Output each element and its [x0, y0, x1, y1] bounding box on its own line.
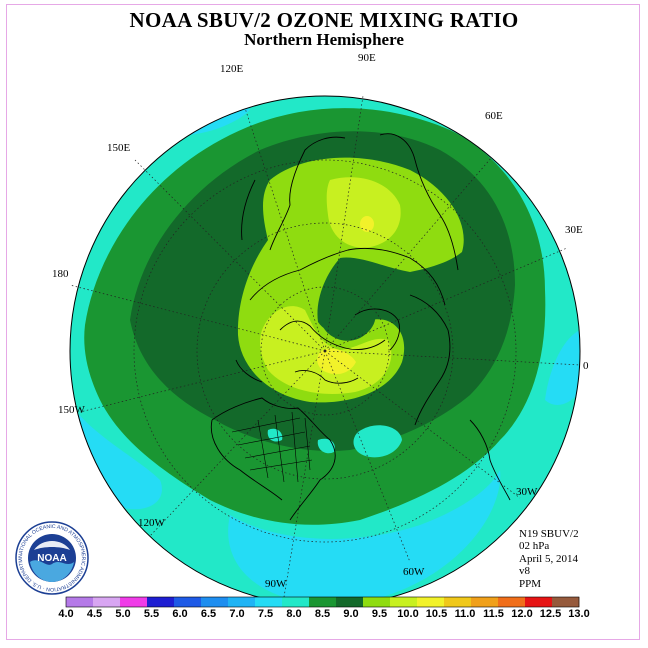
lon-label-30e: 30E	[565, 224, 583, 236]
colorbar-swatch	[498, 597, 526, 607]
colorbar	[65, 596, 580, 608]
colorbar-swatch	[363, 597, 391, 607]
colorbar-tick-label: 6.5	[200, 608, 217, 620]
colorbar-tick-label: 9.0	[343, 608, 359, 620]
chart-title: NOAA SBUV/2 OZONE MIXING RATIO	[129, 8, 519, 32]
colorbar-tick-label: 6.0	[172, 608, 188, 620]
colorbar-tick-label: 11.5	[483, 608, 504, 620]
colorbar-swatch	[390, 597, 418, 607]
lon-label-0: 0	[583, 360, 589, 372]
colorbar-swatch	[282, 597, 310, 607]
info-units: PPM	[519, 577, 542, 590]
graticule	[69, 95, 581, 604]
colorbar-tick-label: 10.0	[397, 608, 419, 620]
field-dark-green-hollow	[322, 288, 376, 341]
colorbar-tick-label: 12.5	[539, 608, 562, 620]
colorbar-swatch	[417, 597, 445, 607]
coastlines	[210, 133, 511, 521]
colorbar-swatch	[228, 597, 256, 607]
colorbar-tick-label: 4.0	[58, 608, 74, 620]
lon-label-90w: 90W	[265, 578, 287, 590]
figure-frame	[6, 4, 640, 640]
field-yellow-north	[360, 216, 374, 232]
colorbar-swatch	[147, 597, 175, 607]
colorbar-tick-label: 4.5	[86, 608, 103, 620]
colorbar-tick-label: 10.5	[425, 608, 448, 620]
colorbar-swatch	[93, 597, 121, 607]
colorbar-tick-label: 8.5	[314, 608, 331, 620]
lon-label-90e: 90E	[358, 52, 376, 64]
colorbar-tick-label: 5.5	[143, 608, 160, 620]
field-aqua-spot-3	[353, 425, 402, 458]
colorbar-swatch	[201, 597, 229, 607]
colorbar-tick-label: 13.0	[568, 608, 590, 620]
colorbar-tick-label: 12.0	[511, 608, 533, 620]
colorbar-swatch	[525, 597, 553, 607]
field-cyan-patch-east	[545, 330, 580, 405]
colorbar-tick-label: 11.0	[454, 608, 476, 620]
colorbar-swatch	[309, 597, 337, 607]
svg-text:NOAA: NOAA	[37, 553, 66, 564]
info-block: N19 SBUV/2 02 hPa April 5, 2014 v8 PPM	[519, 528, 579, 590]
colorbar-swatch	[336, 597, 364, 607]
colorbar-swatch	[255, 597, 283, 607]
lon-label-30w: 30W	[516, 486, 538, 498]
lon-label-120e: 120E	[220, 63, 244, 75]
chart-subtitle: Northern Hemisphere	[244, 30, 404, 49]
lon-label-60w: 60W	[403, 566, 425, 578]
colorbar-swatch	[66, 597, 94, 607]
colorbar-border	[65, 596, 580, 608]
field-aqua-spot-2	[317, 438, 335, 454]
info-version: v8	[519, 565, 530, 578]
lon-label-180: 180	[52, 268, 69, 280]
colorbar-tick-label: 5.0	[115, 608, 131, 620]
lon-label-60e: 60E	[485, 110, 503, 122]
colorbar-swatch	[444, 597, 472, 607]
field-yellow-green-north	[326, 177, 401, 248]
colorbar-swatch	[471, 597, 499, 607]
colorbar-tick-label: 7.5	[257, 608, 274, 620]
political-borders	[231, 411, 313, 483]
lon-label-150w: 150W	[58, 404, 85, 416]
colorbar-swatch	[120, 597, 148, 607]
colorbar-swatch	[174, 597, 202, 607]
colorbar-tick-label: 7.0	[229, 608, 245, 620]
lon-label-150e: 150E	[107, 142, 131, 154]
info-date: April 5, 2014	[519, 552, 578, 565]
colorbar-tick-label: 8.0	[286, 608, 302, 620]
colorbar-tick-label: 9.5	[371, 608, 388, 620]
noaa-logo: NATIONAL OCEANIC AND ATMOSPHERIC ADMINIS…	[14, 520, 89, 595]
colorbar-swatch	[552, 597, 580, 607]
info-level: 02 hPa	[519, 540, 550, 553]
lon-label-120w: 120W	[138, 517, 165, 529]
info-satellite: N19 SBUV/2	[519, 528, 579, 540]
